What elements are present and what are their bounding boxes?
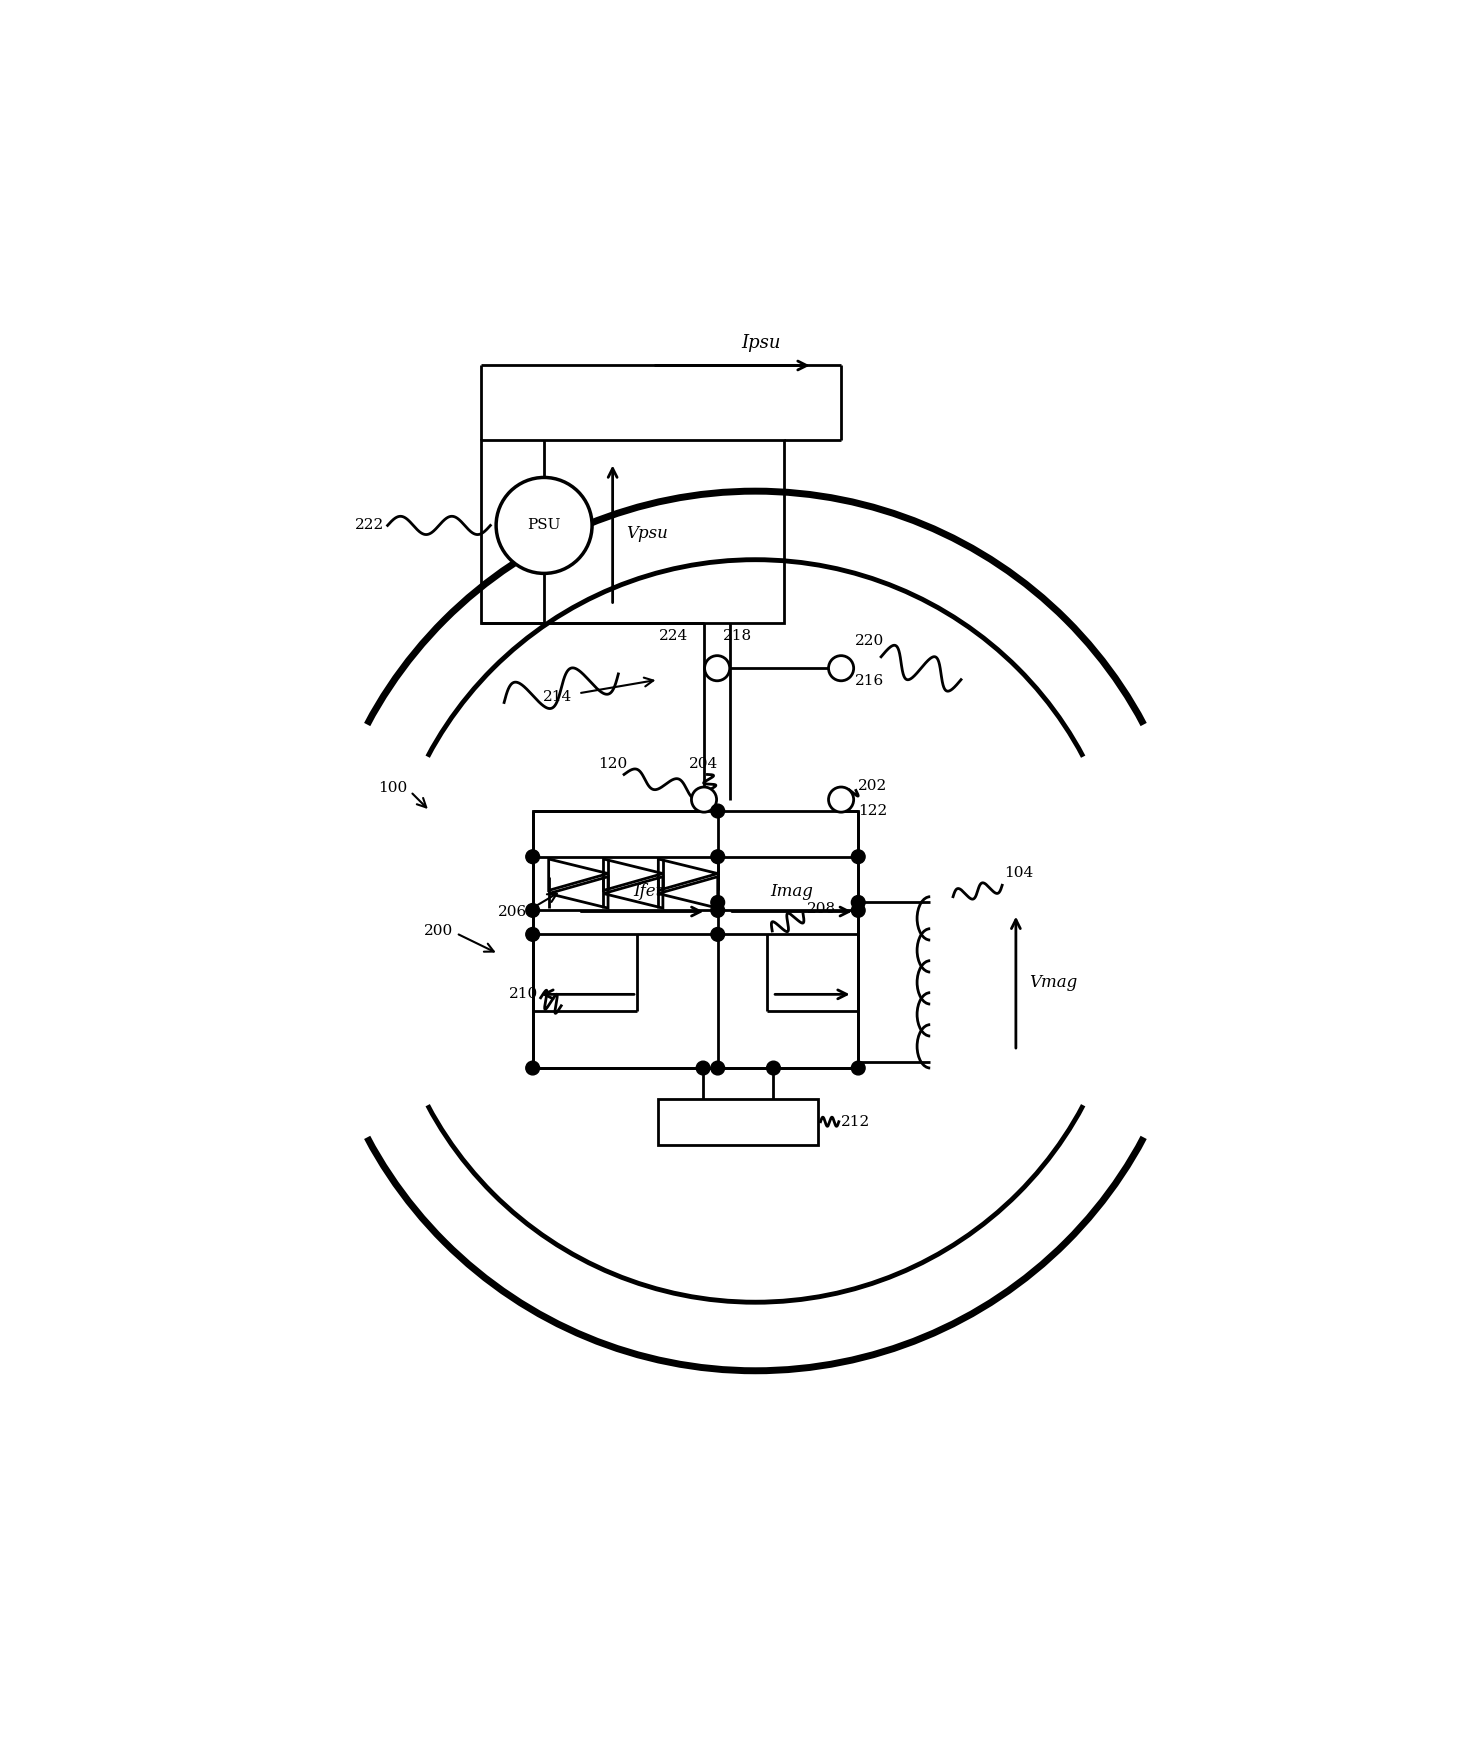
Text: 202: 202 <box>858 778 887 792</box>
Circle shape <box>385 559 1126 1302</box>
Text: 200: 200 <box>423 924 453 938</box>
Text: 210: 210 <box>509 987 538 1001</box>
Text: 206: 206 <box>498 905 528 919</box>
Circle shape <box>710 896 725 910</box>
Text: 216: 216 <box>855 673 884 687</box>
Text: 220: 220 <box>855 633 884 647</box>
Text: Vpsu: Vpsu <box>626 526 668 542</box>
Text: 212: 212 <box>842 1115 870 1129</box>
Text: 208: 208 <box>806 903 836 917</box>
Circle shape <box>710 805 725 819</box>
Circle shape <box>696 1061 710 1075</box>
Circle shape <box>710 927 725 941</box>
Circle shape <box>852 1061 865 1075</box>
Circle shape <box>526 1061 539 1075</box>
Bar <box>659 1099 818 1145</box>
Text: 120: 120 <box>598 757 628 771</box>
Circle shape <box>828 656 853 680</box>
Text: 224: 224 <box>659 629 688 643</box>
Circle shape <box>691 787 716 812</box>
Circle shape <box>526 927 539 941</box>
Circle shape <box>526 850 539 864</box>
Circle shape <box>852 903 865 917</box>
Text: 100: 100 <box>377 782 407 796</box>
Bar <box>481 440 784 622</box>
Circle shape <box>852 850 865 864</box>
Circle shape <box>710 850 725 864</box>
Text: 104: 104 <box>1004 866 1033 880</box>
Circle shape <box>497 477 593 573</box>
Text: Vmag: Vmag <box>1029 975 1077 990</box>
Text: 218: 218 <box>722 629 752 643</box>
Text: 214: 214 <box>544 689 573 703</box>
Text: 204: 204 <box>690 757 719 771</box>
Circle shape <box>852 896 865 910</box>
Text: Imag: Imag <box>771 884 814 899</box>
Circle shape <box>705 656 730 680</box>
Text: 122: 122 <box>858 805 887 819</box>
Bar <box>532 812 858 1068</box>
Circle shape <box>766 1061 780 1075</box>
Text: 222: 222 <box>355 519 385 533</box>
Circle shape <box>710 903 725 917</box>
Circle shape <box>828 787 853 812</box>
Text: PSU: PSU <box>528 519 560 533</box>
Circle shape <box>526 903 539 917</box>
Text: Ipsu: Ipsu <box>741 333 781 352</box>
Text: Ifet: Ifet <box>634 884 663 899</box>
Circle shape <box>710 1061 725 1075</box>
